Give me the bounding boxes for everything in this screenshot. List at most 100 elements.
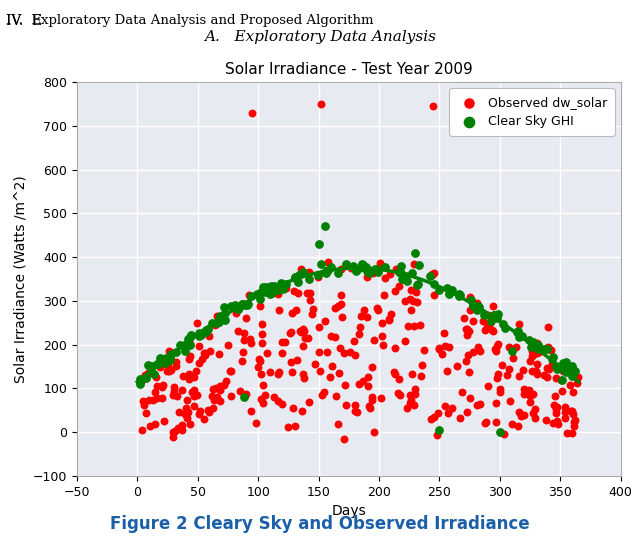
- Observed dw_solar: [417, 361, 428, 370]
- Clear Sky GHI: [527, 337, 537, 346]
- Observed dw_solar: [534, 347, 544, 356]
- Observed dw_solar: [340, 381, 351, 389]
- Observed dw_solar: [189, 385, 199, 394]
- Observed dw_solar: [314, 323, 324, 331]
- Observed dw_solar: [508, 353, 518, 362]
- Observed dw_solar: [465, 306, 476, 315]
- Clear Sky GHI: [298, 267, 308, 276]
- Observed dw_solar: [333, 419, 343, 428]
- Observed dw_solar: [410, 385, 420, 394]
- Observed dw_solar: [481, 325, 491, 334]
- Observed dw_solar: [462, 330, 472, 339]
- Observed dw_solar: [564, 381, 575, 390]
- Observed dw_solar: [177, 386, 188, 395]
- Observed dw_solar: [442, 367, 452, 376]
- Clear Sky GHI: [515, 333, 525, 341]
- Observed dw_solar: [483, 311, 493, 319]
- Observed dw_solar: [140, 370, 150, 379]
- Observed dw_solar: [164, 351, 175, 360]
- Observed dw_solar: [465, 393, 476, 402]
- Observed dw_solar: [405, 391, 415, 399]
- Observed dw_solar: [507, 420, 517, 429]
- Observed dw_solar: [527, 366, 538, 375]
- Observed dw_solar: [504, 342, 514, 351]
- Observed dw_solar: [367, 268, 378, 277]
- Observed dw_solar: [543, 342, 553, 351]
- Observed dw_solar: [141, 409, 151, 417]
- Observed dw_solar: [177, 426, 187, 435]
- Observed dw_solar: [553, 420, 563, 428]
- Observed dw_solar: [427, 271, 437, 280]
- Clear Sky GHI: [454, 290, 464, 299]
- Observed dw_solar: [187, 387, 197, 396]
- Observed dw_solar: [255, 357, 266, 366]
- Clear Sky GHI: [243, 300, 253, 309]
- Clear Sky GHI: [134, 375, 145, 383]
- Clear Sky GHI: [472, 305, 483, 314]
- Observed dw_solar: [511, 343, 521, 352]
- Observed dw_solar: [239, 328, 250, 337]
- Observed dw_solar: [372, 304, 382, 313]
- Clear Sky GHI: [547, 355, 557, 364]
- Observed dw_solar: [560, 414, 570, 423]
- Observed dw_solar: [416, 371, 426, 380]
- Observed dw_solar: [405, 398, 415, 407]
- Observed dw_solar: [288, 404, 298, 412]
- Clear Sky GHI: [321, 266, 331, 275]
- Clear Sky GHI: [400, 272, 410, 281]
- Observed dw_solar: [440, 341, 450, 350]
- Observed dw_solar: [195, 406, 205, 415]
- Clear Sky GHI: [560, 367, 570, 376]
- Clear Sky GHI: [276, 283, 286, 292]
- Clear Sky GHI: [567, 362, 577, 371]
- Observed dw_solar: [558, 366, 568, 375]
- Observed dw_solar: [392, 388, 403, 397]
- Clear Sky GHI: [567, 371, 577, 380]
- Clear Sky GHI: [533, 341, 543, 350]
- Observed dw_solar: [257, 319, 268, 328]
- Observed dw_solar: [551, 405, 561, 414]
- Clear Sky GHI: [524, 336, 534, 345]
- Observed dw_solar: [314, 347, 324, 356]
- Observed dw_solar: [241, 313, 252, 322]
- Observed dw_solar: [204, 332, 214, 341]
- Observed dw_solar: [480, 419, 490, 428]
- Observed dw_solar: [144, 395, 154, 404]
- Observed dw_solar: [356, 311, 366, 320]
- Observed dw_solar: [519, 411, 529, 420]
- Clear Sky GHI: [220, 309, 230, 318]
- Observed dw_solar: [161, 366, 172, 375]
- Observed dw_solar: [137, 425, 147, 434]
- Observed dw_solar: [251, 418, 261, 427]
- Observed dw_solar: [223, 341, 234, 350]
- Observed dw_solar: [486, 325, 497, 334]
- Observed dw_solar: [185, 340, 195, 348]
- Observed dw_solar: [275, 368, 285, 376]
- Clear Sky GHI: [359, 263, 369, 271]
- Observed dw_solar: [254, 354, 264, 363]
- Observed dw_solar: [456, 387, 467, 396]
- Observed dw_solar: [377, 331, 387, 340]
- Clear Sky GHI: [266, 289, 276, 298]
- Observed dw_solar: [363, 373, 373, 381]
- Observed dw_solar: [315, 366, 325, 375]
- Observed dw_solar: [556, 375, 566, 384]
- Clear Sky GHI: [526, 342, 536, 351]
- Clear Sky GHI: [242, 301, 252, 310]
- Clear Sky GHI: [161, 353, 171, 362]
- Observed dw_solar: [157, 381, 168, 389]
- Observed dw_solar: [256, 369, 266, 378]
- Observed dw_solar: [546, 345, 556, 354]
- Clear Sky GHI: [266, 282, 276, 290]
- Observed dw_solar: [200, 351, 210, 359]
- Observed dw_solar: [436, 350, 447, 358]
- Observed dw_solar: [159, 417, 170, 426]
- Observed dw_solar: [233, 327, 243, 335]
- Clear Sky GHI: [495, 428, 505, 437]
- Clear Sky GHI: [454, 292, 464, 300]
- Clear Sky GHI: [147, 362, 157, 370]
- Observed dw_solar: [301, 289, 312, 298]
- Clear Sky GHI: [212, 319, 223, 328]
- Clear Sky GHI: [340, 260, 351, 269]
- Clear Sky GHI: [165, 353, 175, 362]
